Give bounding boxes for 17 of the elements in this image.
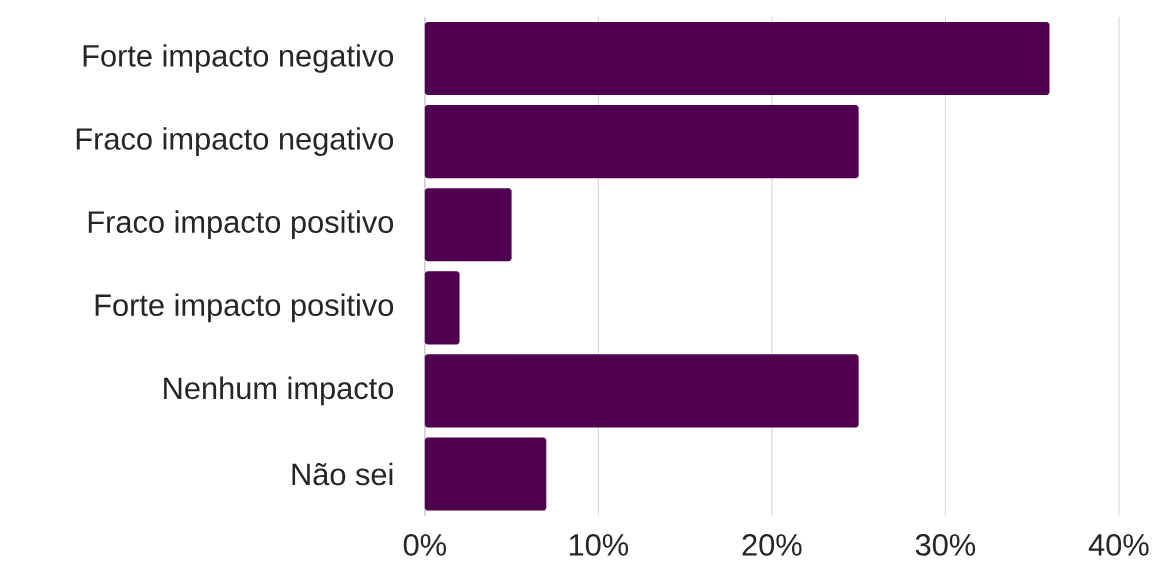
x-tick-label: 0%: [403, 533, 446, 556]
y-tick-label: Forte impacto positivo: [95, 293, 394, 322]
bar: [424, 354, 859, 428]
bar: [424, 104, 859, 178]
y-tick-label: Nenhum impacto: [164, 376, 394, 406]
x-tick-label: 10%: [569, 533, 629, 556]
y-tick-label: Forte impacto negativo: [83, 43, 394, 73]
x-tick-label: 40%: [1088, 533, 1149, 556]
x-tick-label: 20%: [742, 533, 802, 556]
bar: [424, 437, 547, 511]
y-tick-label: Fraco impacto positivo: [88, 210, 394, 239]
bar: [424, 187, 512, 262]
y-tick-label: Fraco impacto negativo: [76, 127, 394, 156]
bar: [424, 21, 1050, 95]
bar: [424, 271, 460, 345]
y-tick-label: Não sei: [292, 462, 393, 486]
x-tick-label: 30%: [915, 533, 976, 556]
